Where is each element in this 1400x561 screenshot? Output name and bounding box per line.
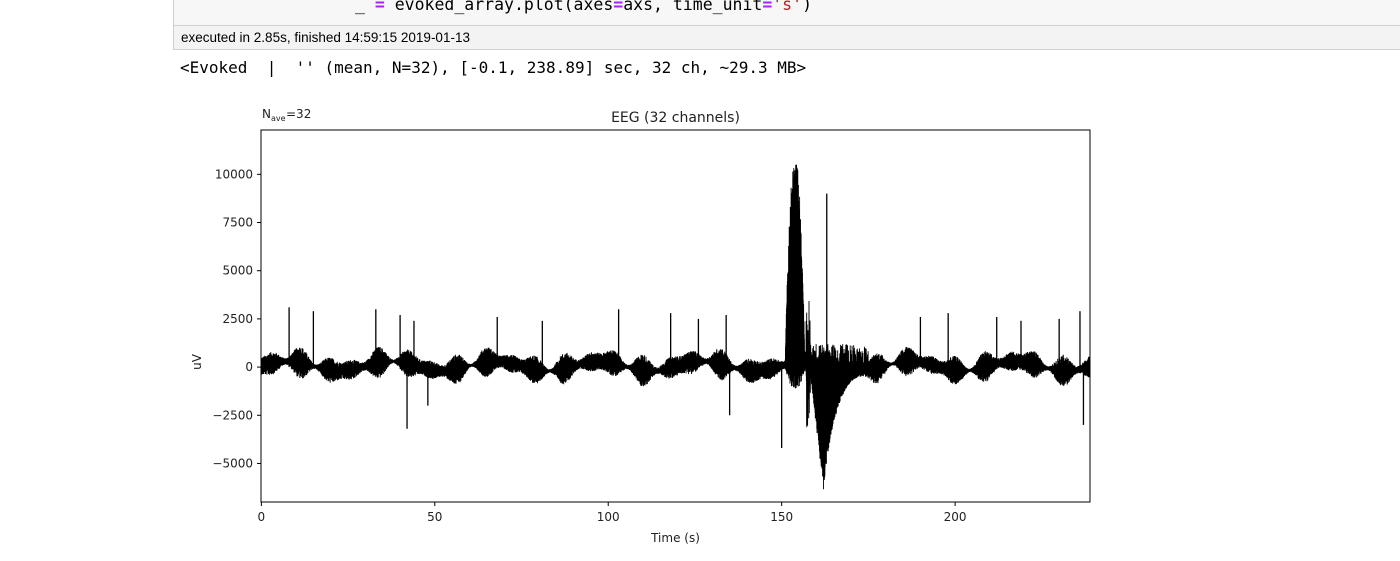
x-tick-label: 0 xyxy=(258,510,266,524)
eeg-traces xyxy=(261,164,1090,490)
execution-info-text: executed in 2.85s, finished 14:59:15 201… xyxy=(181,30,470,45)
code-token: axs, time_unit xyxy=(623,0,763,14)
code-token: = xyxy=(762,0,773,14)
execution-info-bar: executed in 2.85s, finished 14:59:15 201… xyxy=(173,26,1400,50)
x-axis-label: Time (s) xyxy=(650,531,700,545)
nave-value: =32 xyxy=(286,107,311,121)
y-tick-label: 5000 xyxy=(222,264,253,278)
x-tick-label: 50 xyxy=(427,510,442,524)
code-token: 's' xyxy=(772,0,803,14)
code-token: evoked_array.plot(axes xyxy=(384,0,614,14)
nave-subscript: ave xyxy=(271,114,286,123)
y-tick-label: 7500 xyxy=(222,216,253,230)
eeg-chart: −5000 −2500 0 2500 5000 7500 10000 0 50 100 150 200… xyxy=(190,107,1091,545)
x-tick-label: 100 xyxy=(597,510,620,524)
code-token: = xyxy=(613,0,624,14)
x-tick-label: 150 xyxy=(770,510,793,524)
plot-frame xyxy=(260,129,1091,503)
nave-label: N xyxy=(262,107,271,121)
y-axis-label: uV xyxy=(190,353,204,370)
chart-title: EEG (32 channels) xyxy=(611,110,740,126)
x-tick-label: 200 xyxy=(944,510,967,524)
y-tick-label: −5000 xyxy=(212,456,253,470)
y-tick-label: 0 xyxy=(245,360,253,374)
y-tick-label: −2500 xyxy=(212,408,253,422)
code-token: _ xyxy=(355,0,375,14)
code-cell-input[interactable]: _ = evoked_array.plot(axes=axs, time_uni… xyxy=(173,0,1400,26)
y-tick-label: 2500 xyxy=(222,312,253,326)
output-repr-text: <Evoked | '' (mean, N=32), [-0.1, 238.89… xyxy=(180,58,807,77)
code-line[interactable]: _ = evoked_array.plot(axes=axs, time_uni… xyxy=(355,0,812,14)
y-tick-label: 10000 xyxy=(215,167,253,181)
code-token: ) xyxy=(802,0,812,14)
code-token: = xyxy=(374,0,385,14)
